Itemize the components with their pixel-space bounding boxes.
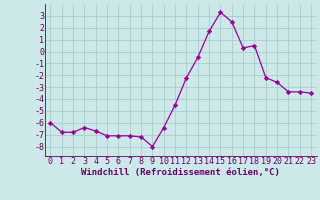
X-axis label: Windchill (Refroidissement éolien,°C): Windchill (Refroidissement éolien,°C) xyxy=(81,168,280,177)
